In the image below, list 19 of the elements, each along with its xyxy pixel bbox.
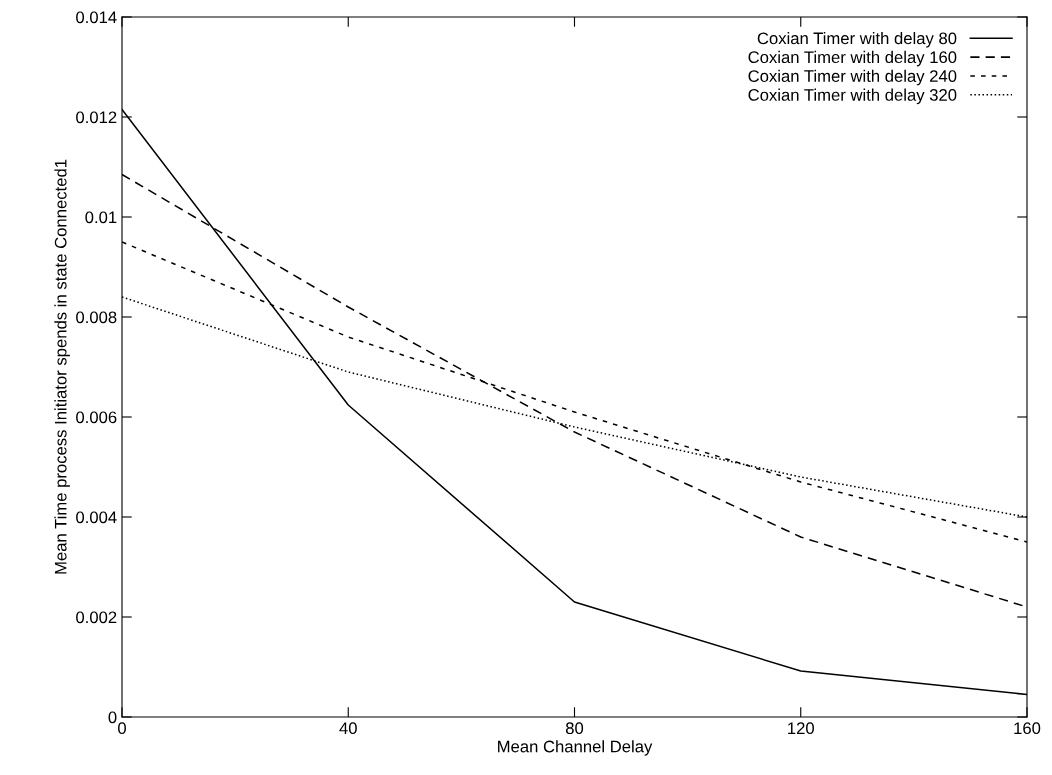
x-tick-label: 40 <box>339 722 357 735</box>
legend-label: Coxian Timer with delay 240 <box>748 69 957 86</box>
x-tick-label: 160 <box>1014 722 1041 735</box>
y-tick-label: 0.004 <box>76 511 117 524</box>
legend-label: Coxian Timer with delay 160 <box>748 50 957 67</box>
y-tick-label: 0.008 <box>76 311 117 324</box>
legend-label: Coxian Timer with delay 80 <box>757 32 957 48</box>
x-tick-label: 80 <box>565 722 584 735</box>
y-tick-label: 0 <box>108 711 117 724</box>
y-axis-title: Mean Time process Initiator spends in state Connected1 <box>54 159 70 574</box>
x-axis-title: Mean Channel Delay <box>498 740 653 756</box>
y-tick-label: 0.002 <box>76 611 117 624</box>
x-tick-label: 120 <box>788 722 814 735</box>
x-tick-label: 0 <box>118 722 126 735</box>
y-tick-label: 0.012 <box>76 111 117 124</box>
y-tick-label: 0.01 <box>85 211 117 224</box>
legend-label: Coxian Timer with delay 320 <box>748 88 957 105</box>
y-tick-label: 0.006 <box>76 411 117 424</box>
y-tick-label: 0.014 <box>76 11 117 24</box>
